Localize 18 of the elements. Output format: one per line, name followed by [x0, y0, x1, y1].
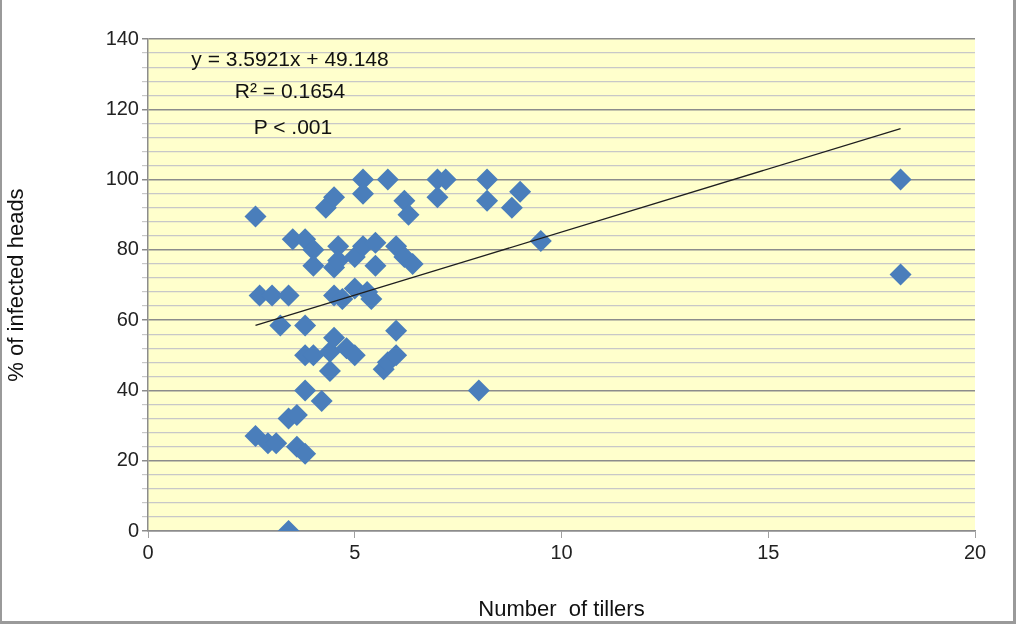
- annotation: R² = 0.1654: [234, 78, 346, 102]
- x-tick-label: 5: [349, 540, 361, 563]
- y-axis-title: % of infected heads: [3, 188, 29, 382]
- annotation: P < .001: [253, 114, 333, 138]
- x-tick-label: 15: [757, 540, 780, 563]
- y-tick-label: 20: [116, 448, 139, 471]
- x-tick-label: 10: [550, 540, 573, 563]
- y-tick-label: 100: [105, 167, 139, 190]
- y-tick-label: 140: [105, 26, 139, 49]
- x-axis-title: Number of tillers: [478, 595, 645, 621]
- y-tick-label: 80: [116, 237, 139, 260]
- y-tick-label: 40: [116, 377, 139, 400]
- y-tick-label: 0: [127, 518, 139, 541]
- x-tick-label: 20: [963, 540, 987, 563]
- y-tick-label: 120: [105, 96, 139, 119]
- annotation: y = 3.5921x + 49.148: [191, 46, 389, 70]
- x-tick-label: 0: [142, 540, 154, 563]
- y-tick-label: 60: [116, 307, 139, 330]
